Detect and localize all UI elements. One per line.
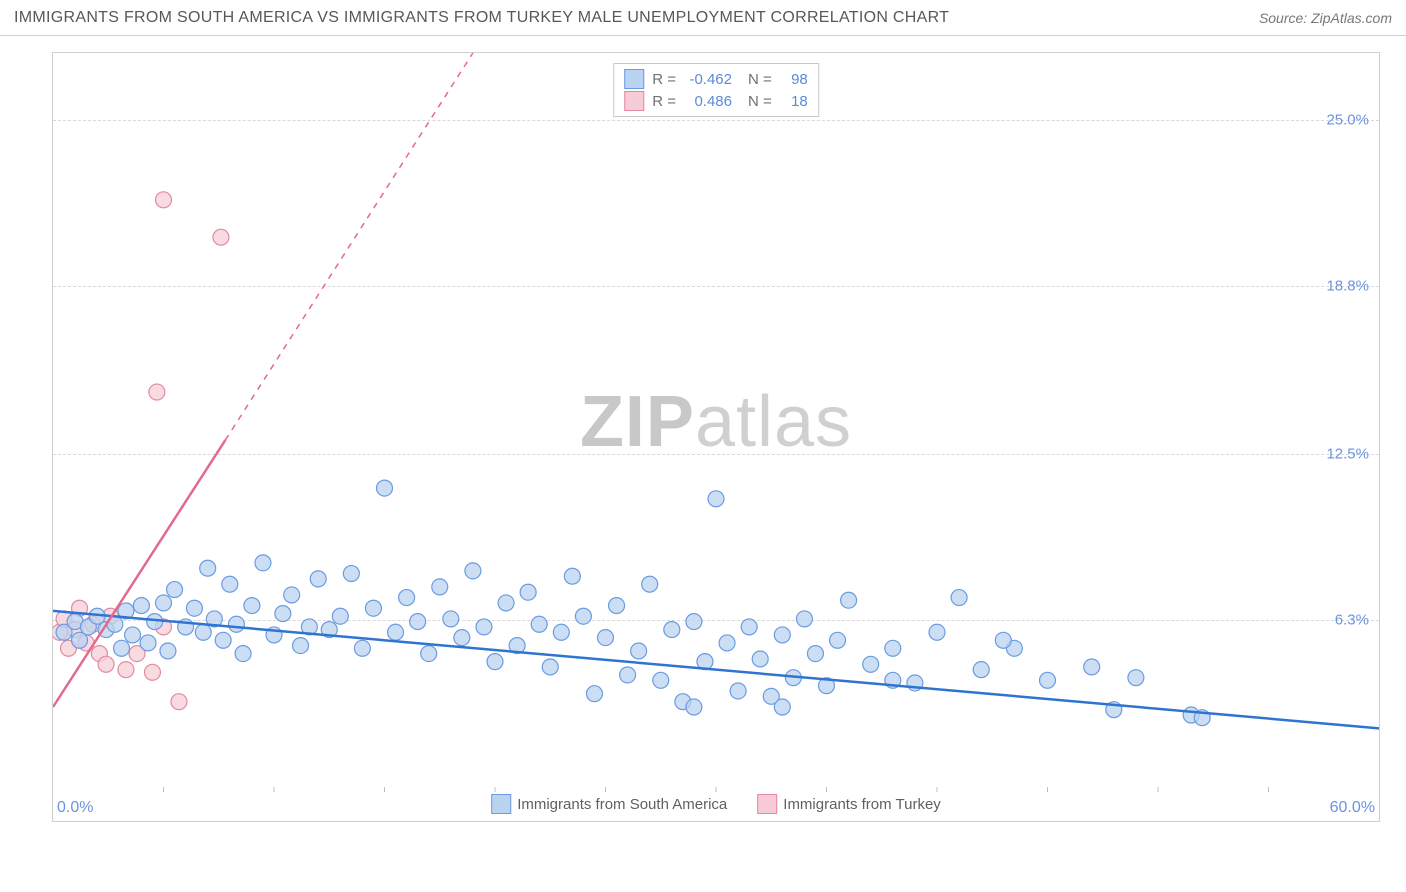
stats-box: R = -0.462 N = 98 R = 0.486 N = 18 — [613, 63, 819, 117]
swatch-south-america — [624, 69, 644, 89]
page-header: IMMIGRANTS FROM SOUTH AMERICA VS IMMIGRA… — [0, 0, 1406, 36]
chart-area: ZIPatlas 25.0%18.8%12.5%6.3% R = -0.462 … — [52, 52, 1380, 822]
legend-item-south-america: Immigrants from South America — [491, 794, 727, 814]
x-axis-min-label: 0.0% — [57, 799, 93, 817]
legend-swatch-turkey — [757, 794, 777, 814]
legend-swatch-south-america — [491, 794, 511, 814]
stats-row-series-a: R = -0.462 N = 98 — [624, 68, 808, 90]
swatch-turkey — [624, 91, 644, 111]
source-label: Source: ZipAtlas.com — [1259, 10, 1392, 26]
stats-row-series-b: R = 0.486 N = 18 — [624, 90, 808, 112]
scatter-plot — [53, 53, 1379, 821]
legend-item-turkey: Immigrants from Turkey — [757, 794, 941, 814]
x-axis-max-label: 60.0% — [1330, 799, 1375, 817]
legend-bottom: Immigrants from South America Immigrants… — [483, 792, 949, 816]
page-title: IMMIGRANTS FROM SOUTH AMERICA VS IMMIGRA… — [14, 9, 949, 27]
